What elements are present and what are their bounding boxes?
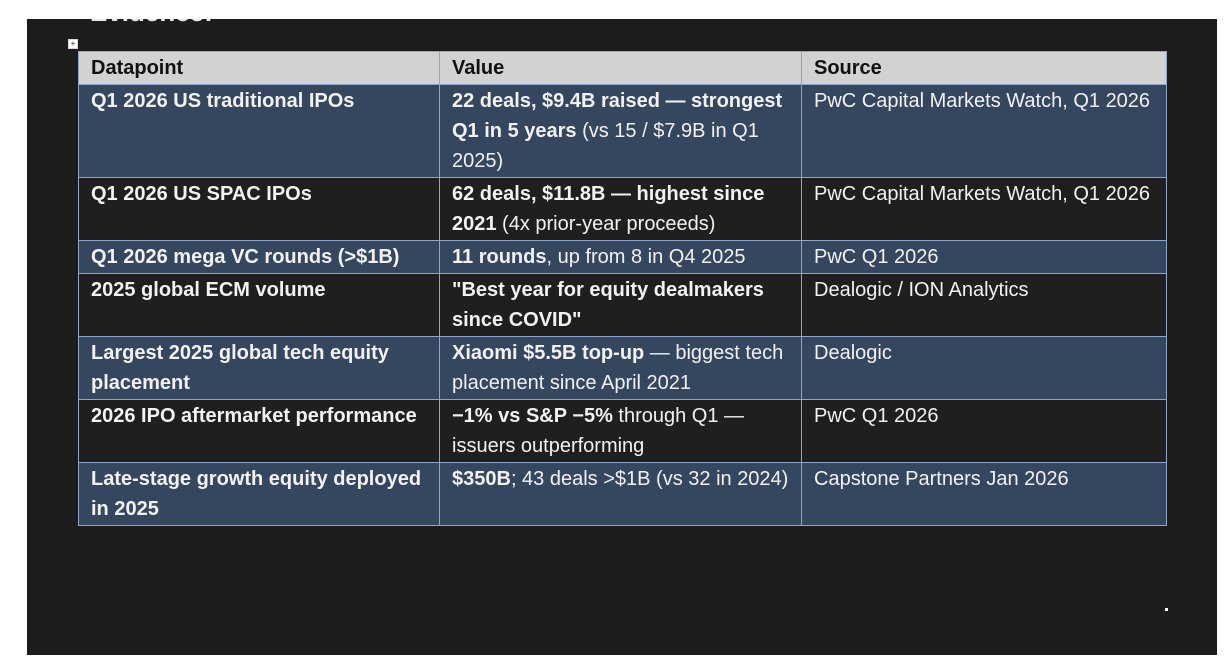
datapoint-cell[interactable]: Q1 2026 mega VC rounds (>$1B) [78, 240, 440, 274]
header-source[interactable]: Source [801, 51, 1167, 85]
datapoint-cell[interactable]: Q1 2026 US SPAC IPOs [78, 177, 440, 241]
value-bold: 11 rounds [452, 246, 547, 268]
table-row: 2026 IPO aftermarket performance −1% vs … [78, 399, 1167, 463]
value-cell[interactable]: "Best year for equity dealmakers since C… [439, 273, 802, 337]
source-cell[interactable]: Dealogic [801, 336, 1167, 400]
document-canvas: Evidence: + Datapoint Value Source Q1 20… [27, 19, 1217, 655]
value-cell[interactable]: −1% vs S&P −5% through Q1 — issuers outp… [439, 399, 802, 463]
table-row: Q1 2026 US traditional IPOs 22 deals, $9… [78, 84, 1167, 178]
source-cell[interactable]: PwC Capital Markets Watch, Q1 2026 [801, 84, 1167, 178]
source-cell[interactable]: Dealogic / ION Analytics [801, 273, 1167, 337]
value-rest: (4x prior-year proceeds) [496, 213, 716, 235]
value-rest: — biggest tech placement since April 202… [452, 342, 784, 394]
source-cell[interactable]: PwC Q1 2026 [801, 240, 1167, 274]
evidence-table: Datapoint Value Source Q1 2026 US tradit… [78, 51, 1167, 526]
table-row: 2025 global ECM volume "Best year for eq… [78, 273, 1167, 337]
table-row: Late-stage growth equity deployed in 202… [78, 462, 1167, 526]
source-cell[interactable]: PwC Capital Markets Watch, Q1 2026 [801, 177, 1167, 241]
table-resize-handle[interactable] [1165, 608, 1168, 611]
table-row: Q1 2026 mega VC rounds (>$1B) 11 rounds,… [78, 240, 1167, 274]
value-rest: through Q1 — issuers outperforming [452, 405, 745, 457]
value-bold: "Best year for equity dealmakers since C… [452, 279, 764, 331]
value-rest: ; 43 deals >$1B (vs 32 in 2024) [510, 468, 789, 490]
header-value[interactable]: Value [439, 51, 802, 85]
table-row: Q1 2026 US SPAC IPOs 62 deals, $11.8B — … [78, 177, 1167, 241]
value-cell[interactable]: 11 rounds, up from 8 in Q4 2025 [439, 240, 802, 274]
datapoint-cell[interactable]: Late-stage growth equity deployed in 202… [78, 462, 440, 526]
source-cell[interactable]: PwC Q1 2026 [801, 399, 1167, 463]
datapoint-cell[interactable]: Largest 2025 global tech equity placemen… [78, 336, 440, 400]
header-datapoint[interactable]: Datapoint [78, 51, 440, 85]
table-header-row: Datapoint Value Source [78, 51, 1167, 85]
value-bold: $350B [452, 468, 511, 490]
table-row: Largest 2025 global tech equity placemen… [78, 336, 1167, 400]
value-bold: −1% vs S&P −5% [452, 405, 613, 427]
value-cell[interactable]: 22 deals, $9.4B raised — strongest Q1 in… [439, 84, 802, 178]
value-cell[interactable]: $350B; 43 deals >$1B (vs 32 in 2024) [439, 462, 802, 526]
value-cell[interactable]: 62 deals, $11.8B — highest since 2021 (4… [439, 177, 802, 241]
section-heading: Evidence: [90, 19, 213, 28]
value-rest: (vs 15 / $7.9B in Q1 2025) [452, 120, 759, 172]
datapoint-cell[interactable]: 2025 global ECM volume [78, 273, 440, 337]
value-bold: 62 deals, $11.8B — highest since 2021 [452, 183, 765, 235]
value-cell[interactable]: Xiaomi $5.5B top-up — biggest tech place… [439, 336, 802, 400]
datapoint-cell[interactable]: Q1 2026 US traditional IPOs [78, 84, 440, 178]
table-move-handle-icon[interactable]: + [68, 39, 78, 49]
value-bold: Xiaomi $5.5B top-up [452, 342, 645, 364]
value-rest: , up from 8 in Q4 2025 [546, 246, 746, 268]
value-bold: 22 deals, $9.4B raised — strongest Q1 in… [452, 90, 783, 142]
datapoint-cell[interactable]: 2026 IPO aftermarket performance [78, 399, 440, 463]
source-cell[interactable]: Capstone Partners Jan 2026 [801, 462, 1167, 526]
